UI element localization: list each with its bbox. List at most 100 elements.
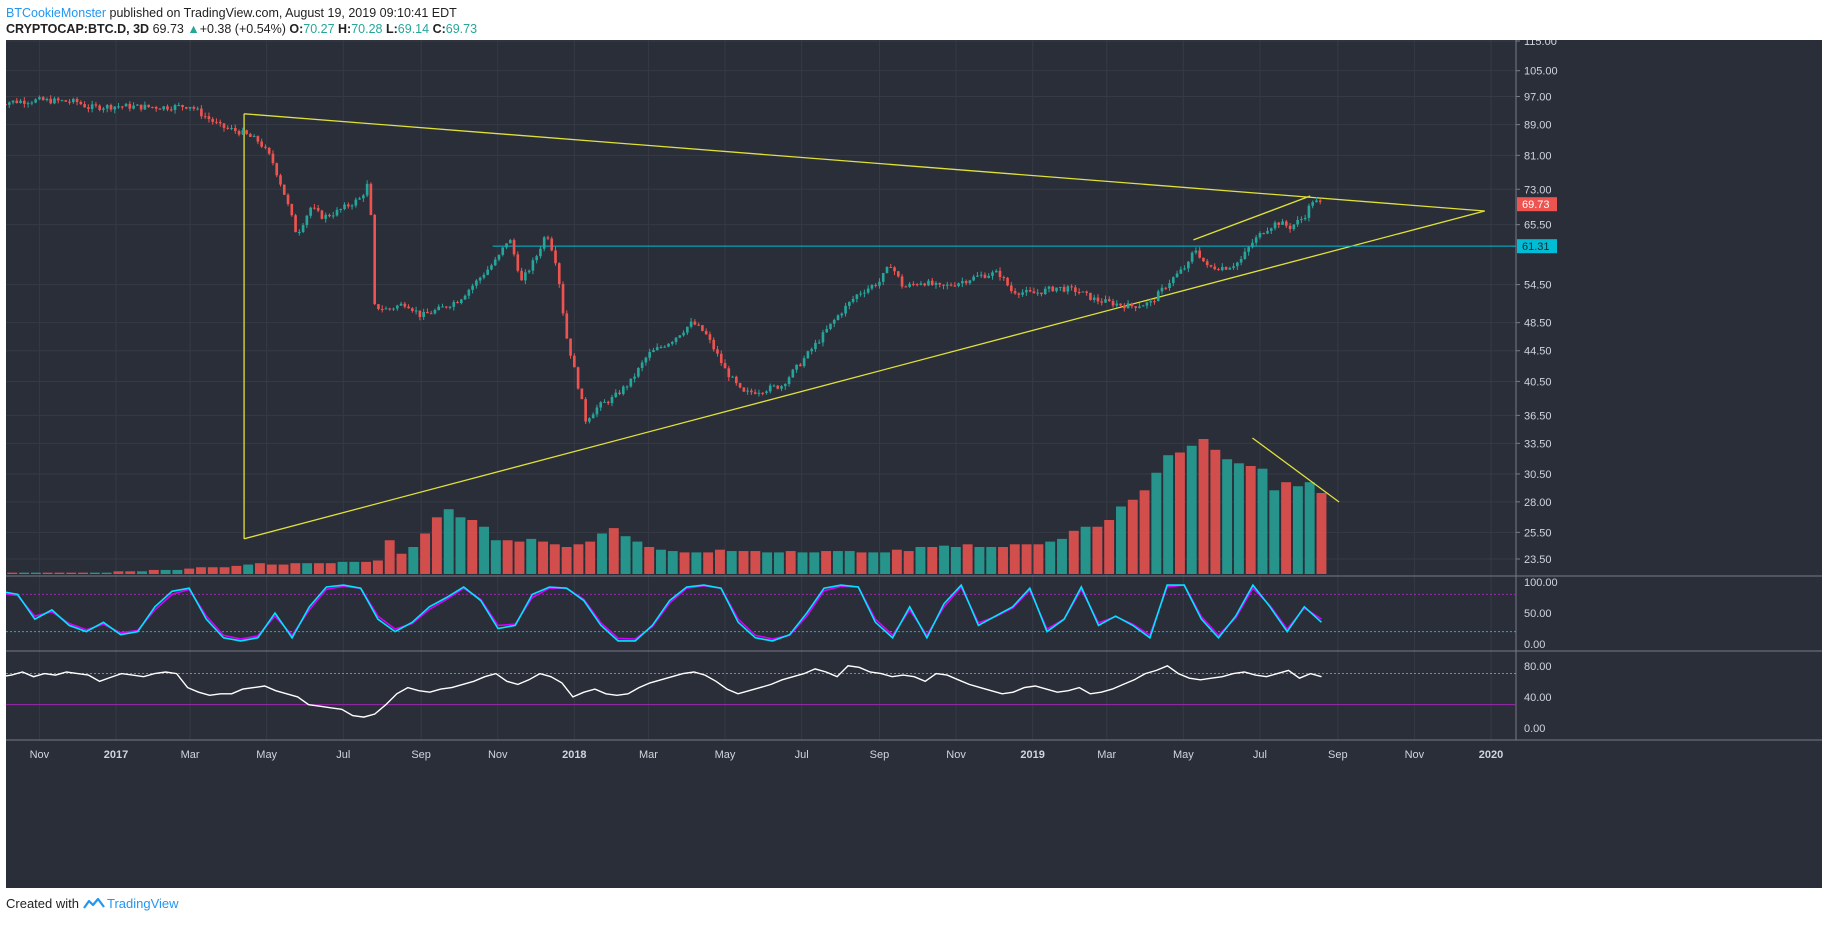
candle-body (196, 108, 199, 110)
candle-body (1074, 287, 1077, 292)
candle-body (912, 283, 915, 285)
candle-body (162, 106, 166, 110)
candle-body (934, 282, 938, 285)
candle-body (783, 384, 787, 387)
candle-body (102, 108, 105, 110)
candle-body (207, 116, 211, 120)
volume-bar (656, 549, 666, 574)
candle-body (1081, 291, 1085, 293)
candle-body (768, 385, 772, 392)
volume-bar (243, 564, 254, 574)
candle-body (1156, 291, 1160, 302)
candle-body (979, 274, 983, 276)
candle-body (1006, 277, 1009, 286)
candle-body (542, 237, 546, 249)
candle-body (395, 305, 399, 309)
chart-frame[interactable]: 115.00 105.00 97.00 89.00 81.00 73.00 65.50 54.… (6, 40, 1822, 888)
level-badge-label: 61.31 (1522, 241, 1550, 253)
candle-body (889, 267, 893, 269)
volume-bar (809, 552, 820, 574)
candle-body (350, 205, 354, 207)
candle-body (1010, 285, 1013, 292)
candle-body (1187, 261, 1190, 269)
candle-body (851, 298, 855, 302)
chart-canvas[interactable]: 115.00 105.00 97.00 89.00 81.00 73.00 65.50 54.… (6, 40, 1822, 888)
candle-body (429, 313, 433, 315)
volume-bar (231, 565, 242, 574)
time-tick-label: Mar (181, 749, 200, 761)
candle-body (158, 108, 162, 110)
volume-bar (160, 569, 171, 574)
tradingview-link[interactable]: TradingView (106, 896, 179, 911)
candle-body (143, 104, 147, 110)
candle-body (109, 105, 113, 110)
candle-body (915, 284, 919, 286)
time-tick-label: Jul (1253, 749, 1267, 761)
volume-bar (196, 567, 206, 574)
volume-bar (880, 552, 891, 574)
volume-bar (30, 572, 41, 574)
candle-body (132, 105, 135, 109)
candle-body (765, 391, 768, 393)
volume-bar (1245, 466, 1256, 574)
candle-body (1160, 287, 1164, 292)
candle-body (746, 390, 749, 392)
volume-bar (974, 547, 985, 574)
volume-bar (585, 541, 596, 574)
price-tick-label: 115.00 (1524, 40, 1557, 48)
author-link[interactable]: BTCookieMonster (6, 6, 107, 20)
volume-bar (443, 509, 454, 574)
volume-bar (1009, 544, 1020, 574)
candle-body (1228, 267, 1232, 270)
candle-body (738, 383, 742, 388)
symbol-label: CRYPTOCAP:BTC.D, 3D (6, 22, 150, 36)
volume-bar (821, 551, 832, 574)
high-label: H: (338, 22, 352, 36)
candle-body (719, 353, 723, 364)
candle-body (723, 363, 727, 369)
candle-body (6, 103, 7, 105)
volume-bar (1304, 482, 1315, 574)
candle-body (49, 98, 53, 104)
candle-body (1269, 228, 1273, 231)
volume-bar (1174, 452, 1185, 574)
candle-body (1171, 277, 1175, 284)
candle-body (1254, 237, 1258, 243)
price-tick-label: 36.50 (1524, 410, 1552, 422)
time-tick-label: Nov (946, 749, 966, 761)
volume-bar (101, 572, 112, 574)
volume-bar (54, 572, 65, 574)
low-value: 69.14 (397, 22, 430, 36)
price-tick-label: 81.00 (1524, 150, 1552, 162)
candle-body (328, 214, 331, 217)
candle-body (802, 358, 806, 367)
volume-bar (42, 572, 53, 574)
price-tick-label: 33.50 (1524, 438, 1552, 450)
candle-body (1243, 251, 1247, 259)
volume-bar (1233, 463, 1244, 574)
volume-bar (479, 526, 490, 574)
candle-body (120, 106, 124, 108)
candle-body (399, 303, 403, 306)
candle-body (377, 304, 380, 310)
volume-bar (255, 563, 265, 574)
candle-body (670, 341, 674, 344)
candle-body (539, 248, 542, 257)
candle-body (324, 214, 328, 219)
volume-bar (597, 533, 607, 574)
candle-body (994, 270, 998, 273)
candle-body (147, 104, 150, 107)
candle-body (569, 338, 572, 356)
price-tick-label: 30.50 (1524, 469, 1552, 481)
candle-body (863, 292, 866, 294)
candle-body (1318, 200, 1322, 202)
volume-bar (1257, 468, 1268, 574)
candle-body (840, 313, 844, 316)
candle-body (1002, 277, 1006, 279)
candle-body (878, 281, 881, 286)
candle-body (136, 104, 139, 106)
candle-body (576, 367, 580, 389)
publish-info: published on TradingView.com, August 19,… (109, 6, 457, 20)
candle-body (331, 215, 335, 217)
candle-body (1085, 291, 1088, 293)
